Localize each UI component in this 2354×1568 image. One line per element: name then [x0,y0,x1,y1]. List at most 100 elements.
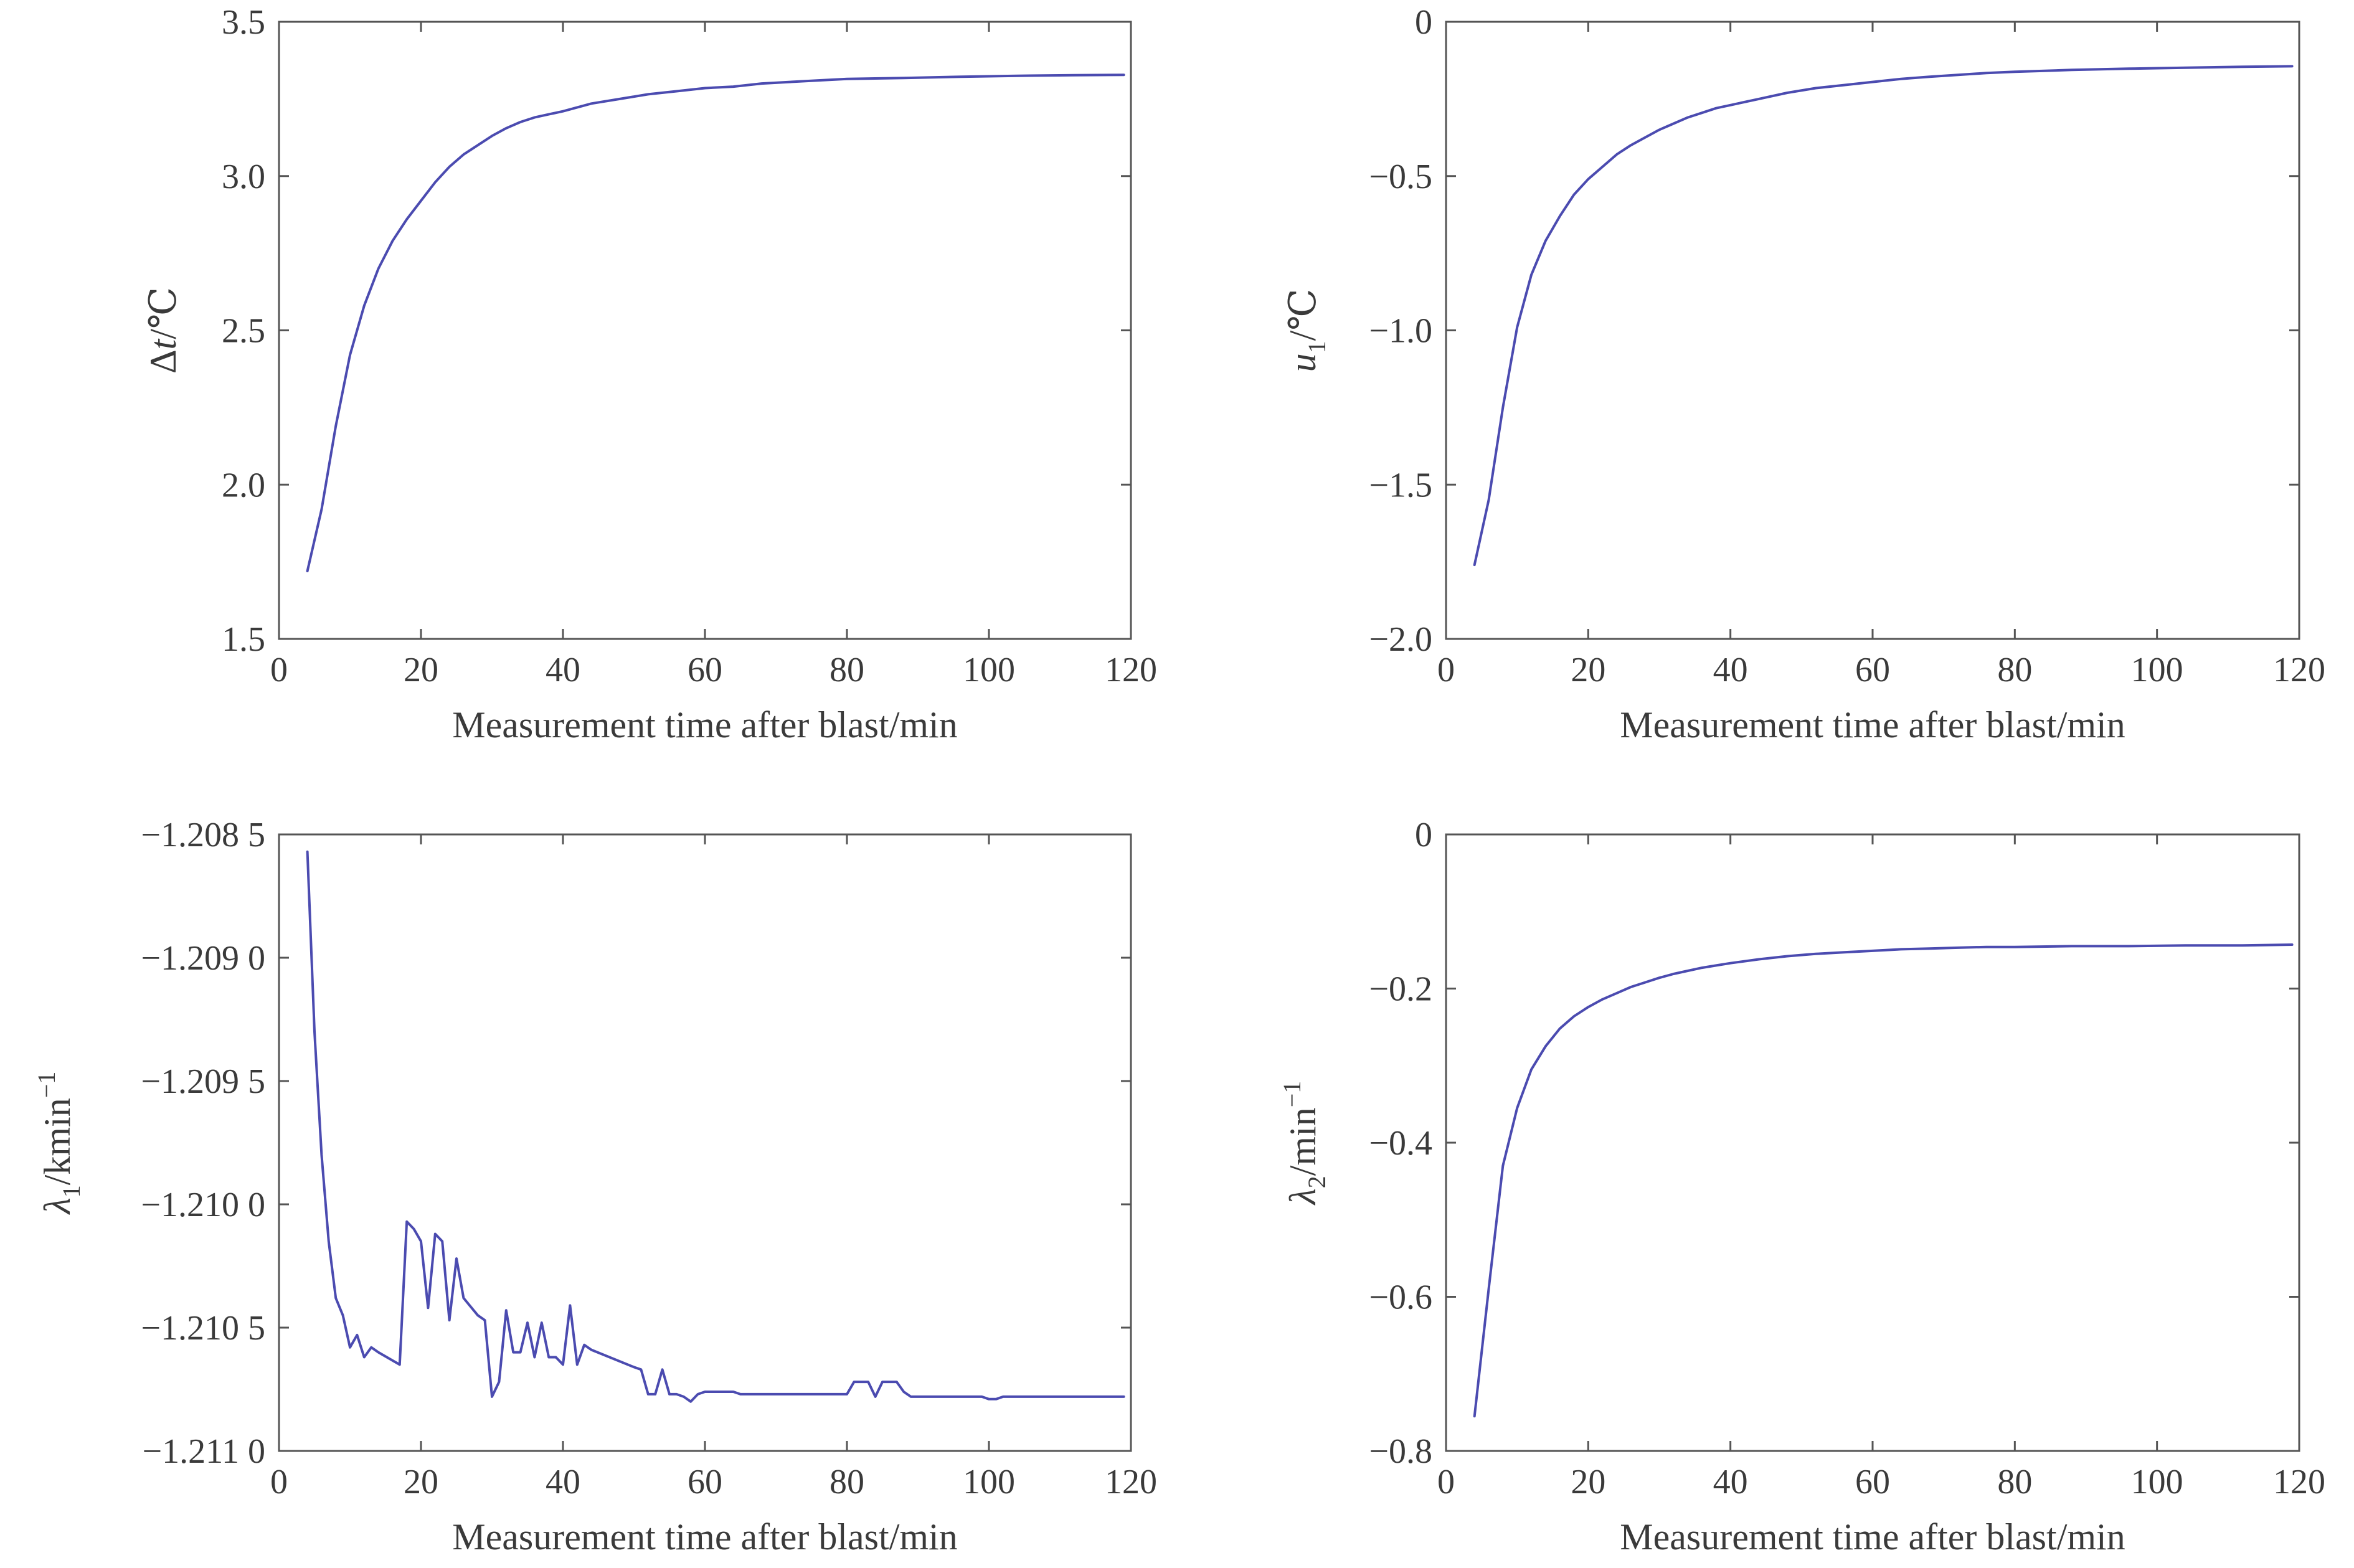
x-tick-label: 120 [2273,651,2325,689]
x-tick-label: 80 [830,651,864,689]
data-point [462,1296,465,1299]
data-point [1871,950,1874,952]
data-point [2241,65,2244,68]
data-point [704,87,706,90]
y-tick-label: −0.4 [1369,1124,1432,1163]
data-point [562,1363,564,1366]
y-axis-title: λ1/kmin−1 [32,1072,85,1216]
data-point [405,1221,408,1223]
data-point [988,1398,990,1400]
data-point [2291,943,2294,946]
data-point [2013,946,2016,948]
y-tick-label: 1.5 [222,620,265,659]
y-axis-title-unit: /kmin [37,1098,78,1185]
data-point [1488,1288,1490,1290]
data-point [2013,70,2016,73]
y-tick-label: −1.208 5 [141,816,265,854]
data-point [420,1240,422,1242]
data-point [434,181,437,184]
data-point [1630,986,1632,988]
data-point [1573,1015,1576,1018]
data-point [683,1396,685,1398]
data-point [547,113,550,116]
data-point [633,1366,635,1368]
data-point [1516,326,1518,329]
data-point [399,1363,401,1366]
x-tick-label: 100 [963,1463,1015,1501]
data-point [1729,104,1732,106]
y-axis-title-variable: λ [1282,1188,1323,1206]
series-line [306,850,1125,1403]
data-point [952,1396,955,1398]
data-point [391,240,394,242]
y-tick-label: 0 [1415,816,1432,854]
data-point [334,425,337,427]
y-tick-label: −0.6 [1369,1278,1432,1317]
data-point [732,1391,735,1393]
data-point [817,79,820,82]
y-axis-title: λ2/min−1 [1278,1081,1331,1206]
data-point [1530,273,1533,276]
y-tick-label: −1.211 0 [142,1432,265,1471]
series-line [1473,943,2294,1418]
y-tick-label: −0.8 [1369,1432,1432,1471]
x-tick-label: 20 [404,1463,438,1501]
data-point [704,1391,706,1393]
data-point [2291,65,2294,67]
y-tick-label: −1.0 [1369,312,1432,351]
data-point [896,1381,898,1383]
data-point [1601,166,1604,168]
data-point [434,1233,437,1235]
data-point [1073,74,1075,77]
x-tick-label: 20 [404,651,438,689]
data-point [491,135,493,137]
y-axis-title-superscript: −1 [32,1072,60,1098]
data-point [547,1356,550,1359]
plot-frame [278,21,1132,640]
data-point [448,1319,451,1321]
data-point [1002,1396,1004,1398]
data-point [1123,1396,1125,1398]
data-point [668,1393,671,1396]
data-point [789,81,792,83]
data-point [1672,973,1675,975]
x-axis-title: Measurement time after blast/min [1620,1516,2125,1557]
y-tick-label: −1.210 0 [141,1186,265,1224]
data-point [1658,976,1661,979]
data-point [1644,136,1647,139]
data-point [1686,116,1689,119]
data-point [476,1314,479,1316]
data-point [902,77,905,79]
data-point [1587,1006,1589,1008]
data-point [377,1351,380,1354]
chart-panel-2: 0 20 40 60 80 100 120 −2.0 −1.5 −1.0 −0.5 0 Measurem… [1282,3,2325,745]
data-point [1985,946,1988,948]
data-point [1544,240,1547,242]
data-point [363,305,366,307]
data-point [647,1393,650,1396]
x-tick-label: 40 [1713,1463,1748,1501]
data-point [746,1393,749,1396]
y-axis-title-subscript: 2 [1303,1176,1331,1188]
data-point [874,1396,877,1398]
data-point [1573,193,1576,196]
data-point [498,1381,500,1383]
data-point [462,153,465,156]
data-point [860,1381,863,1383]
data-point [661,1368,664,1371]
y-tick-label: −1.209 5 [141,1062,265,1101]
chart-panel-4: 0 20 40 60 80 100 120 −0.8 −0.6 −0.4 −0.2 0 Measurem… [1278,816,2325,1557]
data-point [576,1363,579,1366]
data-point [1701,111,1703,114]
data-point [1615,153,1618,156]
y-axis-title-symbol: Δ [143,349,184,374]
data-point [1786,955,1789,958]
x-tick-label: 20 [1571,651,1605,689]
data-point [1957,73,1959,76]
data-point [1559,215,1561,217]
x-tick-label: 0 [1437,1463,1455,1501]
data-point [370,1346,372,1349]
data-point [675,90,678,92]
x-tick-label: 40 [546,651,580,689]
x-tick-label: 120 [1105,1463,1157,1501]
